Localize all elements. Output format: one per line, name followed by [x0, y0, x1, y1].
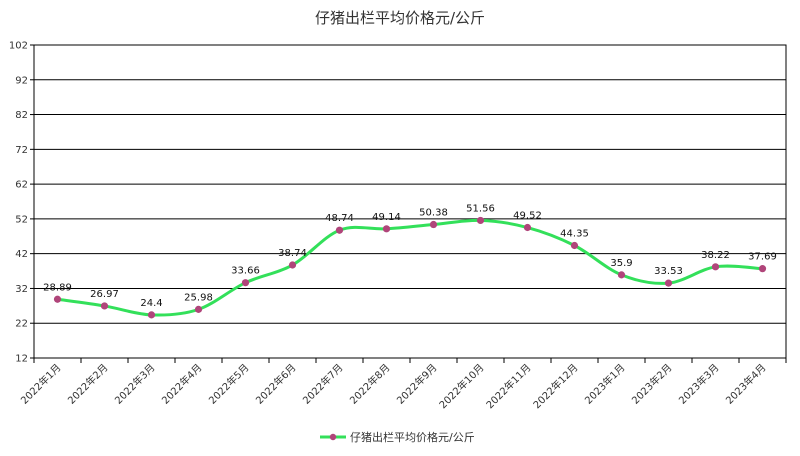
data-label: 49.14	[372, 212, 401, 223]
data-point	[382, 225, 391, 233]
plot-area-border	[33, 44, 787, 359]
x-tick-label: 2022年7月	[300, 361, 346, 407]
data-label: 38.74	[278, 248, 307, 259]
data-point	[523, 223, 532, 232]
data-point	[711, 263, 720, 271]
x-axis: 2022年1月 2022年2月 2022年3月 2022年4月 2022年5月 2022年…	[18, 358, 787, 411]
data-label: 49.52	[513, 211, 542, 222]
data-label: 37.69	[748, 252, 777, 263]
x-tick-label: 2022年4月	[159, 361, 205, 407]
data-point	[53, 295, 62, 303]
legend-marker-swatch	[329, 433, 337, 441]
data-label: 50.38	[419, 208, 448, 219]
data-label: 28.89	[43, 282, 72, 293]
y-tick-label: 22	[15, 319, 28, 330]
data-label: 44.35	[560, 228, 589, 239]
x-tick-label: 2022年9月	[394, 361, 440, 407]
data-point	[476, 216, 485, 225]
data-label: 25.98	[184, 292, 213, 303]
x-tick-label: 2022年5月	[206, 361, 252, 407]
y-tick-label: 32	[15, 284, 28, 295]
data-point	[288, 261, 297, 269]
y-tick-label: 62	[15, 180, 28, 191]
data-label: 26.97	[90, 289, 119, 300]
data-label: 48.74	[325, 213, 354, 224]
data-label: 24.4	[140, 298, 162, 309]
data-label: 33.53	[654, 266, 683, 277]
x-tick-label: 2022年10月	[436, 361, 486, 411]
x-tick-label: 2022年2月	[65, 361, 111, 407]
x-tick-label: 2022年11月	[483, 361, 533, 411]
legend-label: 仔猪出栏平均价格元/公斤	[350, 430, 475, 444]
y-tick-label: 72	[15, 145, 28, 156]
y-tick-label: 12	[15, 354, 28, 365]
x-tick-label: 2022年1月	[18, 361, 64, 407]
data-label: 51.56	[466, 203, 495, 214]
data-point	[100, 302, 109, 310]
x-tick-label: 2022年12月	[530, 361, 580, 411]
data-point	[758, 265, 767, 273]
data-point	[194, 305, 203, 313]
data-point	[617, 271, 626, 279]
y-tick-label: 52	[15, 214, 28, 225]
y-axis: 12 22 32 42 52 62 72 82 92 102	[9, 41, 34, 365]
x-tick-label: 2022年3月	[112, 361, 158, 407]
data-point	[570, 241, 579, 250]
data-point	[335, 226, 344, 234]
data-point	[241, 279, 250, 287]
data-point	[429, 220, 438, 229]
x-tick-label: 2023年3月	[676, 361, 722, 407]
y-tick-label: 42	[15, 249, 28, 260]
x-tick-label: 2023年2月	[629, 361, 675, 407]
chart-title: 仔猪出栏平均价格元/公斤	[315, 9, 485, 27]
y-tick-label: 92	[15, 75, 28, 86]
data-point	[147, 311, 156, 319]
data-label: 38.22	[701, 250, 730, 261]
series-layer: 28.89 26.97 24.4 25.98 33.66 38.74 48.74 49.14 5…	[43, 203, 777, 319]
data-label: 33.66	[231, 266, 260, 277]
x-tick-label: 2022年8月	[347, 361, 393, 407]
data-label: 35.9	[610, 258, 632, 269]
y-tick-label: 102	[9, 41, 28, 52]
x-tick-label: 2023年4月	[723, 361, 769, 407]
legend: 仔猪出栏平均价格元/公斤	[320, 430, 475, 444]
grid-lines	[33, 44, 787, 359]
x-tick-label: 2023年1月	[582, 361, 628, 407]
series-line	[56, 218, 764, 317]
y-tick-label: 82	[15, 110, 28, 121]
data-point	[664, 279, 673, 287]
x-tick-label: 2022年6月	[253, 361, 299, 407]
